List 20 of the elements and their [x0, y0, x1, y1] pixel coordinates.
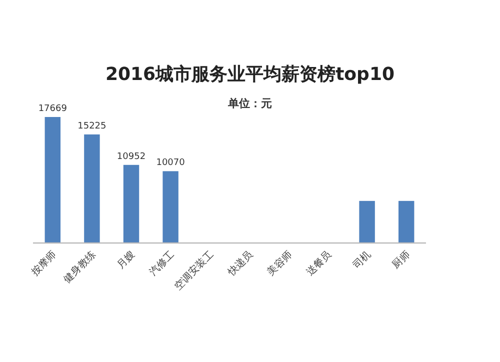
x-tick-label: 厨师 — [390, 249, 412, 272]
data-label: 10952 — [116, 152, 146, 162]
x-tick-label: 美容师 — [264, 248, 295, 278]
chart-subtitle: 单位：元 — [227, 97, 272, 110]
x-tick-label: 健身教练 — [61, 248, 98, 286]
x-tick-label: 送餐员 — [304, 248, 334, 278]
data-label: 15225 — [78, 121, 106, 132]
bar — [398, 200, 414, 243]
x-tick-label: 月嫂 — [115, 249, 138, 272]
bar — [123, 164, 140, 243]
x-tick-label: 快递员 — [224, 248, 256, 280]
bar — [162, 171, 178, 243]
bar — [359, 200, 375, 243]
x-tick-label: 按摩师 — [29, 248, 59, 278]
bar — [44, 117, 61, 243]
bar — [84, 134, 100, 243]
data-label: 10070 — [156, 158, 186, 168]
chart-title: 2016城市服务业平均薪资榜top10 — [105, 64, 395, 85]
data-label: 17669 — [38, 104, 68, 114]
x-tick-label: 司机 — [350, 248, 374, 272]
